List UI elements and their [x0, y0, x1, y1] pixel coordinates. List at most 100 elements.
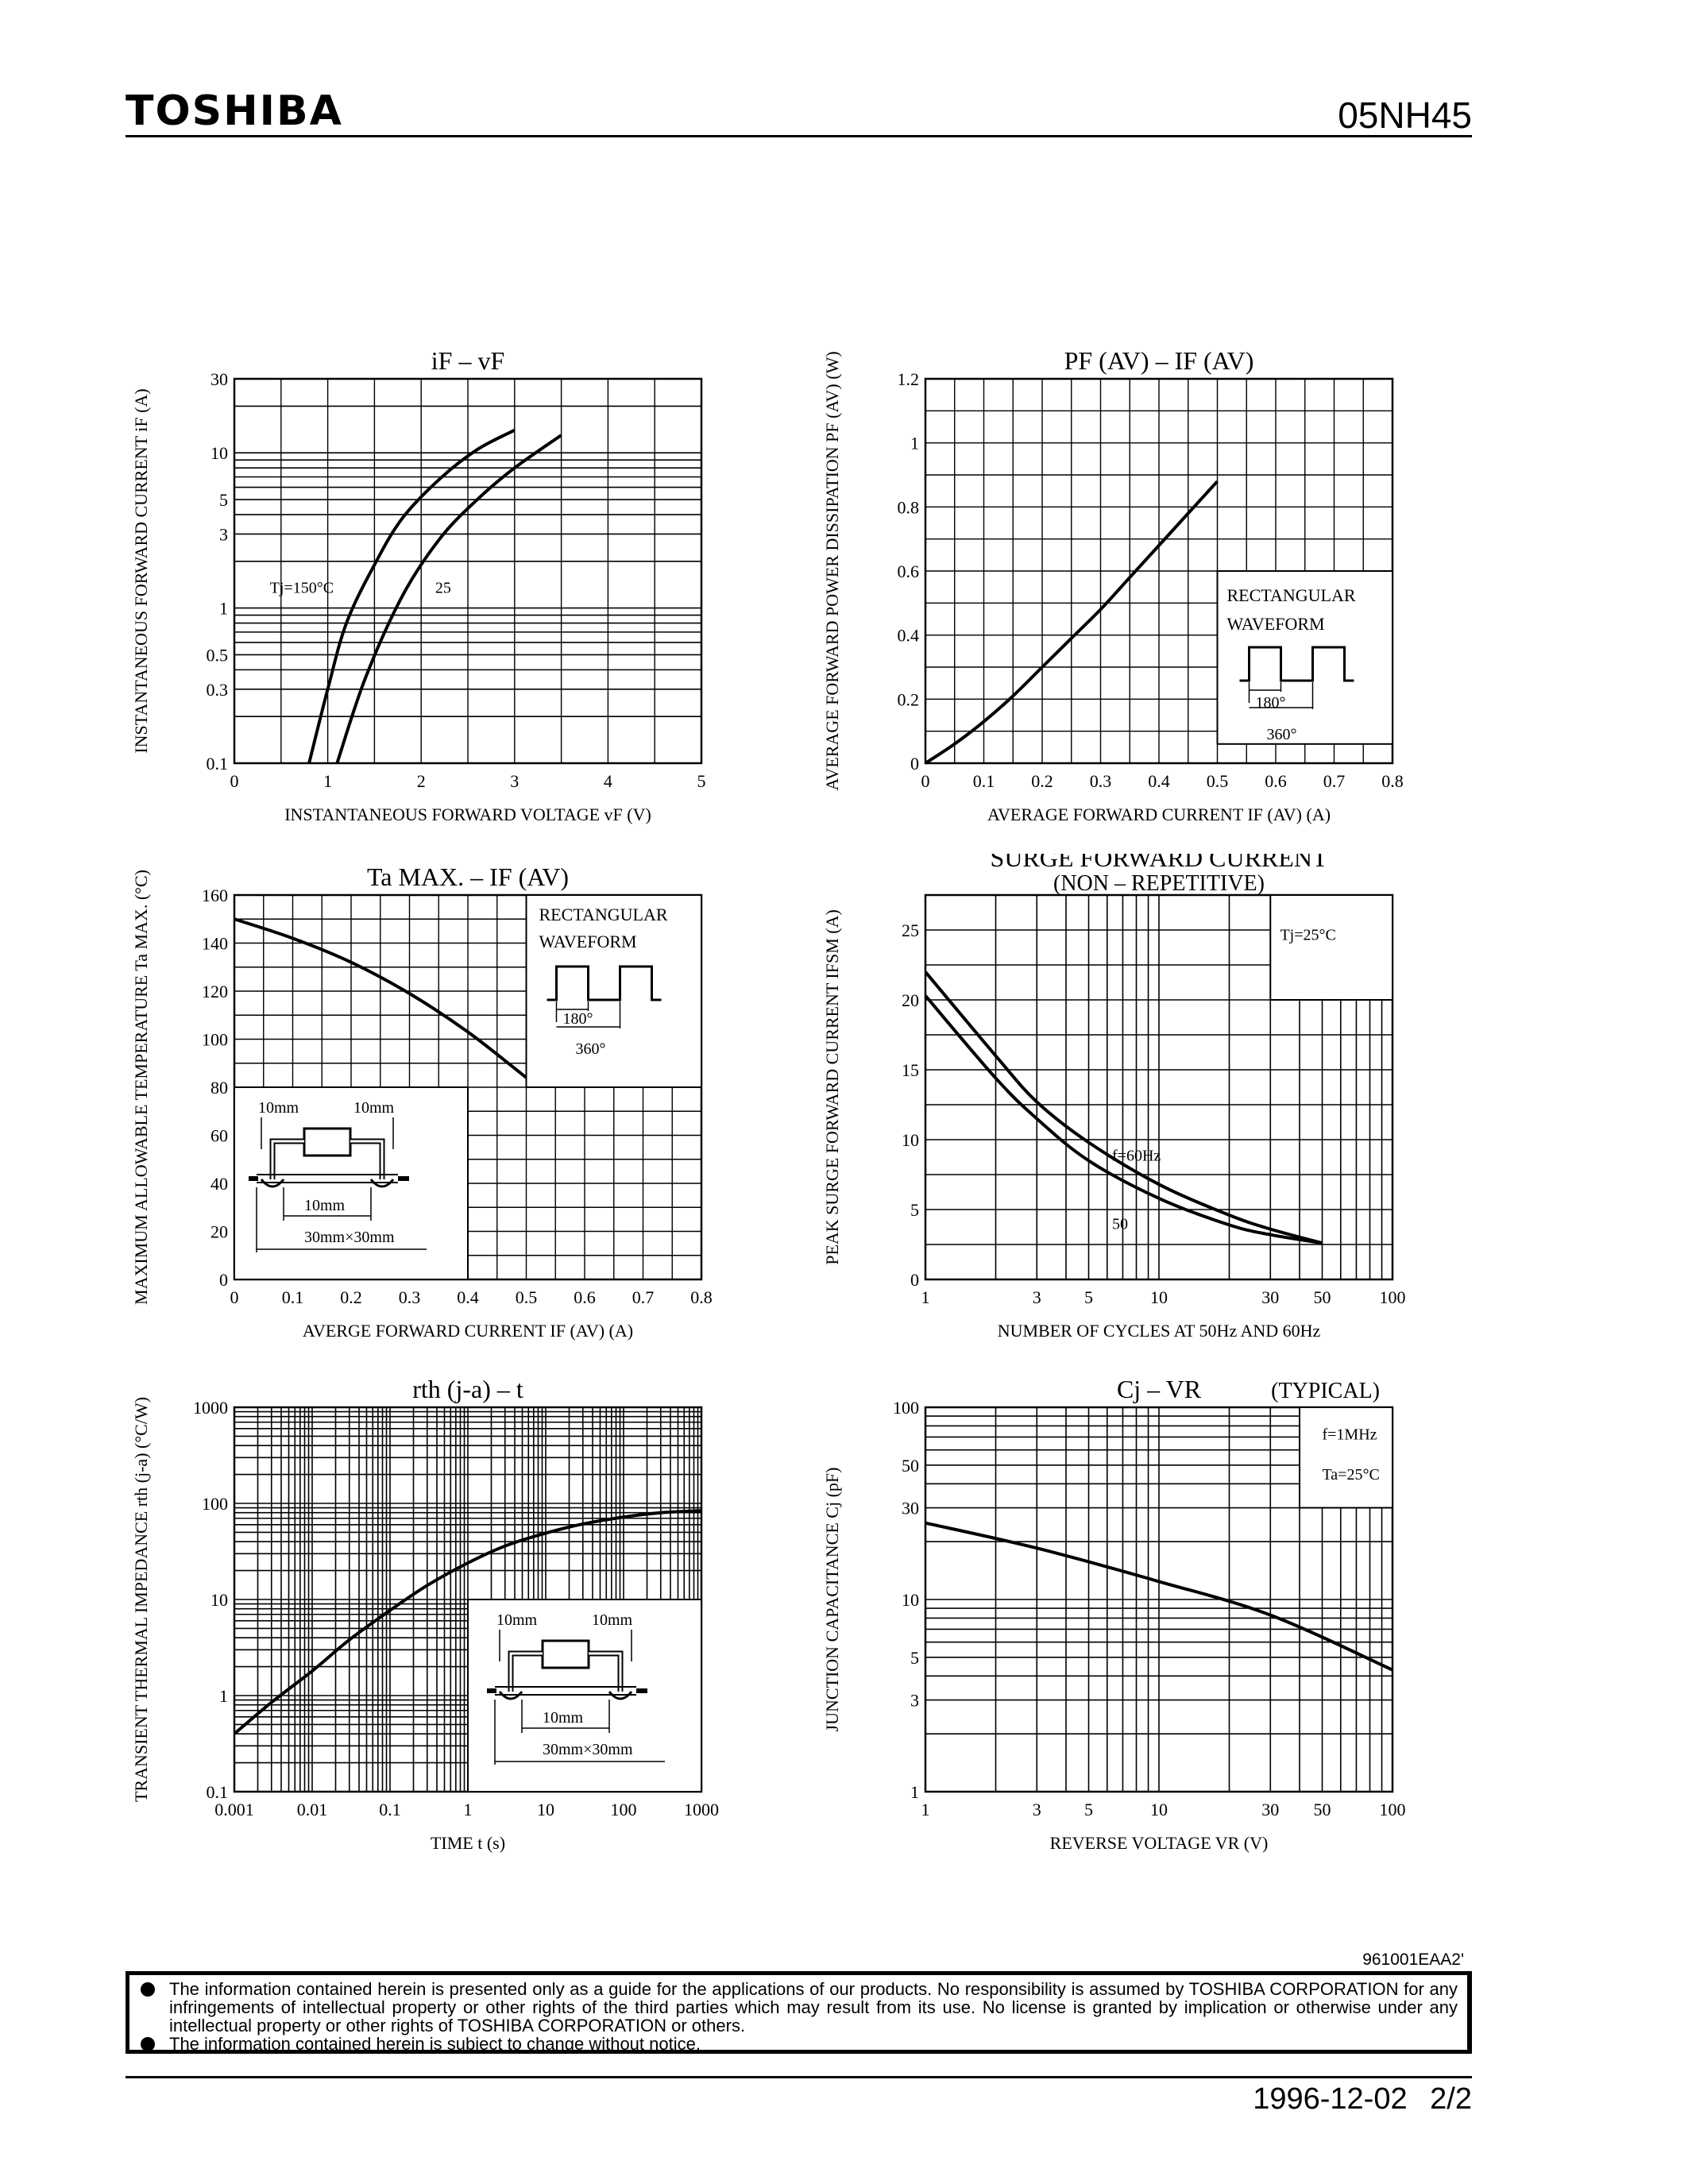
x-tick-label: 50	[1313, 1287, 1331, 1307]
x-tick-label: 0.5	[1207, 771, 1229, 791]
y-tick-label: 160	[202, 886, 228, 905]
chart-pf-if: RECTANGULAR WAVEFORM 180° 360° 0 0.1 0.2 0.3 0.4…	[794, 338, 1541, 846]
y-tick-label: 0	[219, 1270, 228, 1290]
curve-annotation: 25	[435, 580, 451, 597]
part-number: 05NH45	[1338, 95, 1472, 136]
y-tick-label: 25	[902, 920, 919, 940]
y-tick-label: 0.1	[207, 754, 229, 774]
y-tick-label: 1000	[193, 1398, 228, 1418]
x-tick-label: 0.01	[297, 1800, 328, 1819]
inset-label: WAVEFORM	[539, 932, 637, 951]
header-rule	[126, 135, 1472, 137]
inset-label: RECTANGULAR	[539, 905, 668, 924]
dimension-label: 10mm	[258, 1099, 299, 1117]
chart-svg: RECTANGULAR WAVEFORM 180° 360° 0 0.1 0.2 0.3 0.4…	[822, 346, 1404, 824]
y-tick-label: 1	[219, 1686, 228, 1706]
y-tick-label: 5	[910, 1200, 919, 1220]
diode-body	[541, 1639, 590, 1669]
x-tick-label: 0.1	[282, 1287, 304, 1307]
y-tick-label: 0.6	[898, 561, 920, 581]
y-tick-label: 3	[910, 1691, 919, 1711]
x-tick-label: 0.2	[340, 1287, 362, 1307]
mounting-inset: 10mm 10mm 10mm 30mm×30mm	[234, 1086, 469, 1280]
plot-frame	[233, 377, 703, 765]
chart-if-vf: 0 1 2 3 4 5 0.1 0.3 0.5 1 3 5 10 30 iF – vF INSTANTANEO…	[103, 338, 850, 846]
diode-body	[303, 1127, 352, 1157]
y-tick-label: 30	[211, 369, 228, 389]
chart-svg: 10mm 10mm 10mm 30mm×30mm 0.001 0.01 0.1 1 10 100 1…	[131, 1375, 719, 1853]
x-tick-label: 0.7	[632, 1287, 655, 1307]
y-tick-label: 120	[202, 982, 228, 1001]
x-tick-label: 10	[1150, 1287, 1168, 1307]
footer-date-page: 1996-12-02 2/2	[1253, 2082, 1472, 2116]
solder-fillet	[260, 1179, 395, 1188]
x-tick-label: 50	[1313, 1800, 1331, 1819]
y-tick-label: 60	[211, 1126, 228, 1146]
x-tick-label: 1	[464, 1800, 473, 1819]
chart-svg: 1 3 5 10 30 50 100 0 5 10 15 20 25 SURGE FORWARD CURR…	[822, 854, 1406, 1341]
y-tick-label: 0	[910, 1270, 919, 1290]
x-tick-label: 3	[1033, 1287, 1041, 1307]
chart-title: Ta MAX. – IF (AV)	[367, 862, 569, 891]
y-tick-label: 100	[202, 1030, 228, 1050]
x-tick-label: 0.6	[574, 1287, 596, 1307]
footer-rule	[126, 2076, 1472, 2078]
x-tick-label: 0.4	[457, 1287, 479, 1307]
series-line-1	[924, 970, 1323, 1245]
plot-frame	[924, 893, 1394, 1281]
series-line-2	[924, 994, 1323, 1245]
dimension-label: 10mm	[496, 1611, 538, 1629]
x-tick-label: 0.6	[1265, 771, 1287, 791]
y-tick-label: 0	[910, 754, 919, 774]
dimension-label: 30mm×30mm	[304, 1229, 395, 1246]
x-tick-label: 100	[1380, 1287, 1406, 1307]
mounting-inset: 10mm 10mm 10mm 30mm×30mm	[467, 1599, 702, 1792]
y-tick-label: 0.3	[207, 680, 229, 700]
x-axis-label: TIME t (s)	[431, 1833, 505, 1853]
y-tick-label: 5	[219, 490, 228, 510]
notice-item: The information contained herein is subj…	[141, 2035, 1458, 2053]
y-tick-label: 15	[902, 1060, 919, 1080]
y-tick-label: 30	[902, 1499, 919, 1518]
chart-subtitle: (TYPICAL)	[1271, 1379, 1380, 1403]
waveform-inset: RECTANGULAR WAVEFORM 180° 360°	[1216, 570, 1393, 745]
y-tick-label: 100	[202, 1494, 228, 1514]
lead-left	[509, 1652, 543, 1692]
x-tick-label: 1	[921, 1800, 930, 1819]
y-axis-label: JUNCTION CAPACITANCE Cj (pF)	[822, 1468, 842, 1732]
note-box	[1269, 894, 1393, 1001]
x-axis-label: AVERGE FORWARD CURRENT IF (AV) (A)	[303, 1321, 633, 1341]
x-tick-label: 2	[417, 771, 426, 791]
y-tick-label: 10	[902, 1590, 919, 1610]
inset-label: 360°	[1267, 726, 1297, 743]
y-axis-label: MAXIMUM ALLOWABLE TEMPERATURE Ta MAX. (°…	[131, 870, 151, 1305]
y-tick-label: 10	[211, 443, 228, 463]
dimension-label: 10mm	[353, 1099, 395, 1117]
curve-annotation: f=1MHz	[1322, 1426, 1377, 1444]
y-tick-label: 0.2	[898, 689, 920, 709]
y-tick-label: 0.8	[898, 497, 920, 517]
x-tick-label: 4	[604, 771, 612, 791]
waveform-inset: RECTANGULAR WAVEFORM 180° 360°	[525, 894, 702, 1088]
y-tick-label: 140	[202, 934, 228, 954]
y-tick-label: 0.4	[898, 626, 920, 646]
y-axis-label: AVERAGE FORWARD POWER DISSIPATION PF (AV…	[822, 351, 842, 790]
x-tick-label: 5	[697, 771, 706, 791]
chart-title: Cj – VR	[1117, 1375, 1202, 1403]
chart-title: iF – vF	[431, 346, 504, 375]
waveform-trace	[1239, 646, 1354, 682]
x-axis-label: AVERAGE FORWARD CURRENT IF (AV) (A)	[987, 805, 1331, 824]
lead-left	[271, 1140, 304, 1179]
solder-fillet	[498, 1691, 633, 1700]
x-tick-label: 0	[921, 771, 930, 791]
x-tick-label: 3	[1033, 1800, 1041, 1819]
bullet-icon	[141, 2037, 155, 2051]
x-tick-label: 1000	[684, 1800, 719, 1819]
series-line-1	[234, 917, 527, 1079]
plot-frame	[924, 1406, 1394, 1793]
x-tick-label: 10	[1150, 1800, 1168, 1819]
issue-date: 1996-12-02	[1253, 2082, 1408, 2116]
dimension-label: 30mm×30mm	[543, 1741, 633, 1758]
inset-label: 180°	[1256, 694, 1286, 712]
series-line-1	[925, 1521, 1393, 1672]
